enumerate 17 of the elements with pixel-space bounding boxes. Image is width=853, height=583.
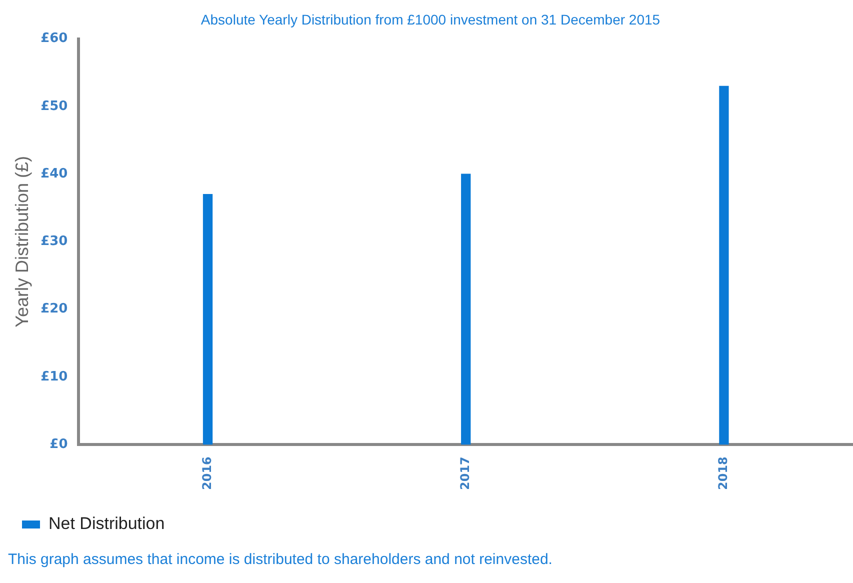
x-tick-label: 2017 bbox=[458, 456, 472, 490]
chart-title: Absolute Yearly Distribution from £1000 investment on 31 December 2015 bbox=[200, 11, 660, 28]
bar bbox=[719, 86, 729, 445]
legend-label: Net Distribution bbox=[48, 514, 165, 534]
y-axis-title: Yearly Distribution (£) bbox=[12, 156, 32, 328]
y-tick-label: £40 bbox=[40, 166, 68, 182]
y-tick-label: £60 bbox=[40, 31, 68, 46]
y-tick-label: £20 bbox=[40, 302, 68, 317]
bar bbox=[461, 174, 471, 445]
bar bbox=[202, 194, 213, 445]
y-tick-label: £0 bbox=[50, 436, 68, 452]
text: This graph assumes that income is distributed to shareholders and not reinvested. bbox=[8, 551, 554, 568]
y-tick-label: £50 bbox=[40, 98, 68, 114]
x-tick-label: 2016 bbox=[200, 456, 214, 490]
x-tick-label: 2018 bbox=[716, 456, 730, 490]
y-tick-label: £30 bbox=[40, 234, 68, 250]
y-tick-label: £10 bbox=[40, 369, 68, 384]
